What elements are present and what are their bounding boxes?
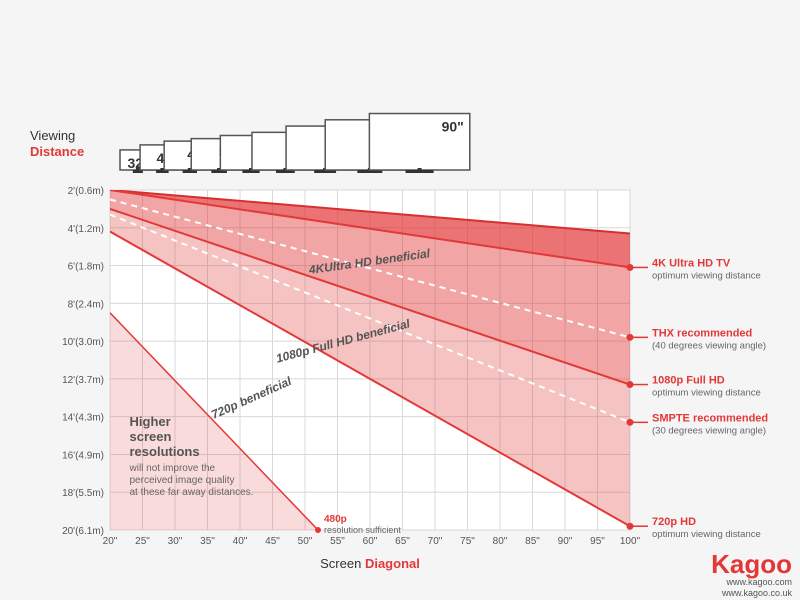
anno-480-main: 480p: [324, 514, 347, 525]
callout-main: 720p HD: [652, 516, 696, 528]
brand-url-1: www.kagoo.com: [725, 577, 792, 587]
brand-url-2: www.kagoo.co.uk: [721, 588, 793, 598]
callout-dot: [627, 523, 634, 530]
callout-dot: [627, 381, 634, 388]
callout-main: 1080p Full HD: [652, 375, 725, 387]
y-axis-title-2: Distance: [30, 144, 84, 159]
disclaimer-line: at these far away distances.: [130, 487, 254, 498]
callout-sub: optimum viewing distance: [652, 388, 761, 399]
y-tick: 18'(5.5m): [62, 488, 104, 499]
tv-label-90: 90": [442, 119, 464, 135]
x-axis-title: Screen Diagonal: [320, 556, 420, 571]
brand-block: Kagoo www.kagoo.com www.kagoo.co.uk: [711, 549, 792, 598]
callout-main: 4K Ultra HD TV: [652, 257, 731, 269]
x-tick: 20": [103, 536, 118, 547]
x-tick: 85": [525, 536, 540, 547]
x-tick: 55": [330, 536, 345, 547]
y-tick: 14'(4.3m): [62, 413, 104, 424]
infographic-stage: 32"40"46"50"55"60"70"80"90" Viewing Dist…: [0, 0, 800, 600]
tv-90: 90": [369, 114, 469, 173]
y-tick: 20'(6.1m): [62, 526, 104, 537]
y-tick: 6'(1.8m): [68, 262, 104, 273]
x-tick: 65": [395, 536, 410, 547]
x-tick: 60": [363, 536, 378, 547]
disclaimer-bold: Higher: [130, 414, 171, 429]
callout-main: SMPTE recommended: [652, 412, 768, 424]
x-tick: 30": [168, 536, 183, 547]
callout-sub: optimum viewing distance: [652, 270, 761, 281]
viewing-distance-chart: 4KUltra HD beneficial1080p Full HD benef…: [62, 186, 641, 547]
callout-dot: [627, 419, 634, 426]
disclaimer-bold: screen: [130, 429, 172, 444]
callout-sub: (40 degrees viewing angle): [652, 340, 766, 351]
callout-dot: [627, 334, 634, 341]
x-tick: 100": [620, 536, 641, 547]
y-tick: 8'(2.4m): [68, 299, 104, 310]
disclaimer-line: will not improve the: [129, 463, 216, 474]
x-tick: 75": [460, 536, 475, 547]
y-tick: 2'(0.6m): [68, 186, 104, 197]
brand-logo: Kagoo: [711, 549, 792, 579]
callout-sub: optimum viewing distance: [652, 529, 761, 540]
callout-main: THX recommended: [652, 327, 752, 339]
disclaimer-line: perceived image quality: [130, 475, 235, 486]
x-tick: 45": [265, 536, 280, 547]
callout-dot: [627, 264, 634, 271]
x-tick: 90": [558, 536, 573, 547]
x-tick: 40": [233, 536, 248, 547]
x-tick: 25": [135, 536, 150, 547]
x-tick: 70": [428, 536, 443, 547]
x-tick: 80": [493, 536, 508, 547]
y-axis-title-1: Viewing: [30, 128, 75, 143]
x-tick: 50": [298, 536, 313, 547]
disclaimer-bold: resolutions: [130, 444, 200, 459]
anno-480-sub: resolution sufficient: [324, 525, 401, 535]
x-tick: 35": [200, 536, 215, 547]
x-tick: 95": [590, 536, 605, 547]
y-tick: 10'(3.0m): [62, 337, 104, 348]
y-tick: 12'(3.7m): [62, 375, 104, 386]
callout-sub: (30 degrees viewing angle): [652, 425, 766, 436]
y-tick: 16'(4.9m): [62, 450, 104, 461]
y-tick: 4'(1.2m): [68, 224, 104, 235]
